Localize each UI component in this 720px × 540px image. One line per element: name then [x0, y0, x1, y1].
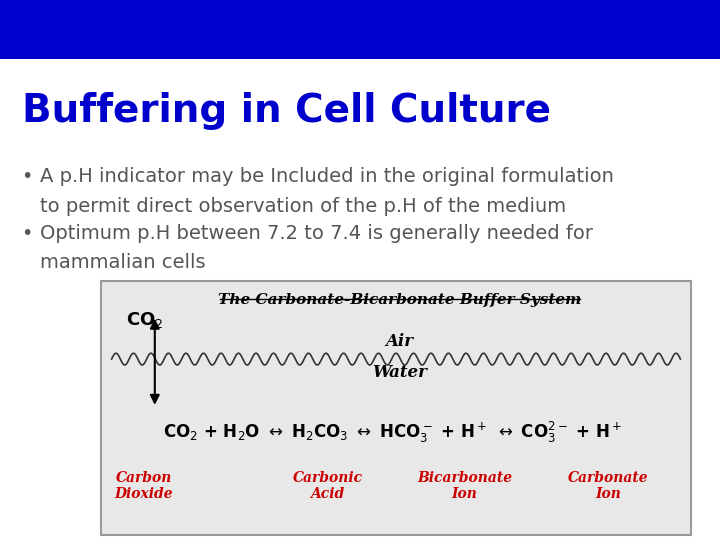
Bar	[0, 0, 720, 59]
Text: CO$_2$: CO$_2$	[126, 310, 163, 330]
Text: Carbonic
Acid: Carbonic Acid	[292, 471, 363, 501]
Text: Buffering in Cell Culture: Buffering in Cell Culture	[22, 92, 551, 130]
Text: Air: Air	[386, 333, 413, 350]
Text: •: •	[22, 224, 33, 243]
Text: Carbonate
Ion: Carbonate Ion	[568, 471, 649, 501]
Text: mammalian cells: mammalian cells	[40, 253, 205, 272]
Text: Bicarbonate
Ion: Bicarbonate Ion	[417, 471, 512, 501]
Text: •: •	[22, 167, 33, 186]
Text: Optimum p.H between 7.2 to 7.4 is generally needed for: Optimum p.H between 7.2 to 7.4 is genera…	[40, 224, 593, 243]
Text: to permit direct observation of the p.H of the medium: to permit direct observation of the p.H …	[40, 197, 566, 216]
Text: A p.H indicator may be Included in the original formulation: A p.H indicator may be Included in the o…	[40, 167, 613, 186]
Bar	[101, 281, 691, 535]
Text: The Carbonate-Bicarbonate Buffer System: The Carbonate-Bicarbonate Buffer System	[218, 293, 581, 307]
Text: CO$_2$ + H$_2$O $\leftrightarrow$ H$_2$CO$_3$ $\leftrightarrow$ HCO$_3^-$ + H$^+: CO$_2$ + H$_2$O $\leftrightarrow$ H$_2$C…	[163, 420, 622, 444]
Text: Water: Water	[372, 364, 427, 381]
Text: Carbon
Dioxide: Carbon Dioxide	[114, 471, 174, 501]
